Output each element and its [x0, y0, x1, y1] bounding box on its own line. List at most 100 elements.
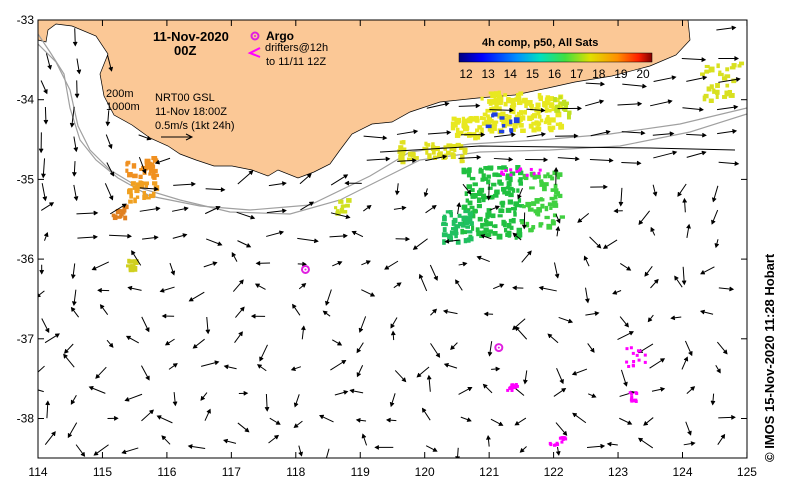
vector-scale-label: 0.5m/s (1kt 24h): [155, 120, 234, 132]
current-vector: [525, 157, 549, 163]
current-vector: [363, 204, 372, 212]
sst-patch: [125, 258, 139, 273]
current-vector: [686, 132, 707, 138]
current-vector: [674, 275, 683, 288]
current-vector: [426, 101, 450, 109]
current-vector: [256, 364, 267, 372]
current-vector: [205, 187, 226, 192]
current-vector: [187, 444, 206, 450]
current-vector: [38, 290, 45, 298]
current-vector: [297, 237, 319, 244]
current-vector: [223, 364, 237, 370]
current-vector: [237, 240, 252, 248]
current-vector: [683, 441, 696, 446]
current-vector: [266, 208, 287, 214]
current-vector: [681, 57, 707, 62]
current-vector: [73, 184, 79, 202]
current-vector: [293, 394, 300, 408]
current-vector: [443, 362, 458, 369]
current-vector: [41, 158, 46, 179]
y-tick-label: -34: [17, 93, 35, 107]
current-vector: [555, 214, 561, 224]
current-vector: [192, 338, 205, 349]
sst-patch: [700, 61, 745, 103]
current-vector: [460, 132, 486, 137]
current-vector: [585, 81, 606, 87]
current-vector: [412, 238, 428, 250]
current-vector: [331, 339, 343, 346]
current-vector: [427, 130, 452, 135]
current-vector: [553, 262, 560, 279]
current-vector: [494, 132, 516, 138]
current-vector: [619, 316, 629, 328]
drifter-track: [625, 346, 647, 368]
current-vector: [330, 174, 349, 186]
current-vector: [91, 261, 110, 271]
current-vector: [585, 99, 605, 107]
current-vector: [489, 205, 500, 211]
current-vector: [349, 388, 364, 394]
current-vector: [121, 447, 139, 455]
current-vector: [231, 252, 238, 262]
current-vector: [572, 412, 587, 424]
y-axis: -33 -34 -35 -36 -37 -38: [17, 13, 747, 426]
current-vector: [486, 184, 492, 201]
current-vector: [172, 233, 188, 239]
credit-label: © IMOS 15-Nov-2020 11:28 Hobart: [762, 253, 777, 462]
current-vector: [138, 134, 152, 141]
current-vector: [681, 266, 687, 286]
current-vector: [72, 28, 78, 47]
current-vector: [585, 287, 590, 304]
current-vector: [290, 366, 302, 371]
current-vector: [344, 180, 362, 186]
current-vector: [587, 343, 595, 353]
current-vector: [490, 418, 504, 426]
x-tick-label: 123: [608, 465, 628, 479]
current-vector: [718, 286, 735, 292]
current-vector: [455, 279, 463, 291]
current-vector: [330, 359, 347, 371]
contour-1000m: [38, 43, 747, 215]
current-vector: [63, 353, 75, 368]
colorbar-tick-label: 13: [481, 67, 495, 81]
colorbar-tick-label: 20: [636, 67, 650, 81]
current-vector: [711, 209, 719, 225]
current-vector: [390, 317, 398, 329]
current-vector: [606, 441, 618, 447]
current-vector: [589, 236, 602, 249]
current-vector: [124, 393, 143, 402]
current-vector: [203, 261, 218, 268]
current-vector: [76, 58, 82, 75]
current-vector: [161, 435, 171, 445]
current-vector: [555, 422, 568, 436]
x-tick-label: 118: [286, 465, 305, 479]
current-vector: [390, 330, 396, 341]
colorbar-title: 4h comp, p50, All Sats: [482, 37, 598, 49]
current-vector: [650, 278, 659, 289]
current-vectors: [38, 25, 741, 458]
current-vector: [588, 393, 597, 398]
current-vector: [71, 289, 77, 307]
current-vector: [571, 368, 588, 376]
current-vector: [200, 360, 220, 367]
current-vector: [717, 129, 738, 135]
current-vector: [351, 230, 364, 238]
current-vector: [268, 181, 287, 187]
current-vector: [394, 183, 400, 196]
current-vector: [127, 285, 142, 291]
current-vector: [44, 431, 56, 445]
current-vector: [589, 158, 614, 163]
current-vector: [95, 366, 107, 379]
y-tick-label: -35: [17, 172, 35, 186]
current-vector: [425, 445, 438, 452]
current-vector: [397, 158, 417, 163]
current-vector: [325, 289, 332, 306]
contour-200m-label: 200m: [106, 88, 134, 100]
current-vector: [107, 416, 119, 421]
current-vector: [590, 129, 611, 137]
current-vector: [618, 187, 624, 207]
current-vector: [653, 75, 677, 83]
current-vector: [159, 286, 175, 293]
current-vector: [617, 101, 643, 107]
current-vector: [652, 131, 675, 137]
